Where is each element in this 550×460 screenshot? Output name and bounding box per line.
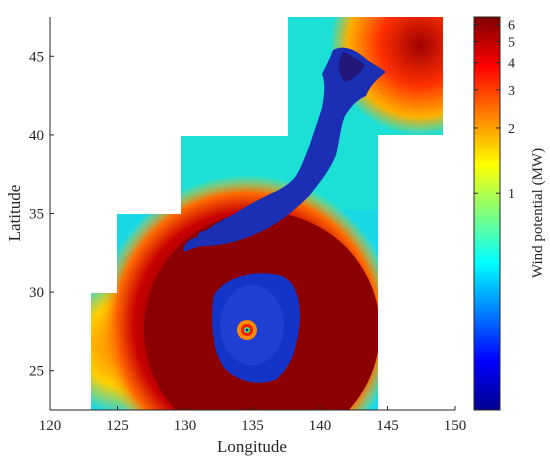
colorbar-tick-label-3: 3 xyxy=(508,84,515,99)
x-tick-label-140: 140 xyxy=(309,418,332,434)
japan-landmass xyxy=(183,47,386,252)
x-tick-label-145: 145 xyxy=(376,418,399,434)
colorbar-tick-label-4: 4 xyxy=(508,57,515,72)
x-tick-label-125: 125 xyxy=(106,418,129,434)
y-axis-label: Latitude xyxy=(5,185,24,242)
colorbar-tick-label-1: 1 xyxy=(508,187,515,202)
x-tick-label-150: 150 xyxy=(444,418,467,434)
colorbar-tick-label-6: 6 xyxy=(508,19,515,34)
y-tick-label-35: 35 xyxy=(29,207,44,223)
y-tick-label-25: 25 xyxy=(29,364,44,380)
colorbar-ticks: 1 2 3 4 5 6 xyxy=(474,19,515,202)
x-tick-label-130: 130 xyxy=(174,418,197,434)
colorbar-tick-label-5: 5 xyxy=(508,36,515,51)
wind-field-map xyxy=(91,17,443,410)
y-ticks: 25 30 35 40 45 xyxy=(29,49,54,380)
y-tick-label-40: 40 xyxy=(29,128,44,144)
x-tick-label-135: 135 xyxy=(241,418,264,434)
x-tick-label-120: 120 xyxy=(39,418,62,434)
x-ticks: 120 125 130 135 140 145 150 xyxy=(39,406,467,434)
x-axis-label: Longitude xyxy=(217,437,287,456)
colorbar-label: Wind potential (MW) xyxy=(530,148,546,278)
plot-axes: 120 125 130 135 140 145 150 25 30 35 40 45 xyxy=(29,17,466,434)
colorbar-tick-label-2: 2 xyxy=(508,122,515,137)
y-tick-label-45: 45 xyxy=(29,49,44,65)
colorbar-gradient xyxy=(473,16,501,411)
y-tick-label-30: 30 xyxy=(29,285,44,301)
colorbar: 1 2 3 4 5 6 xyxy=(473,16,515,411)
